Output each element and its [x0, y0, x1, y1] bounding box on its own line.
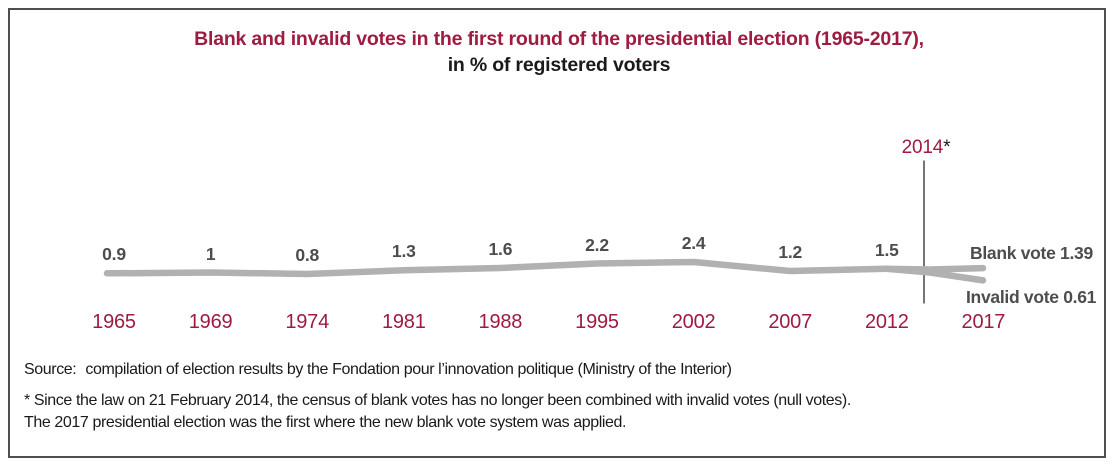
- value-label-1974: 0.8: [295, 245, 320, 265]
- chart-subtitle: in % of registered voters: [447, 54, 671, 76]
- year-label-2012: 2012: [864, 311, 909, 333]
- value-label-2007: 1.2: [778, 242, 803, 262]
- source-text: compilation of election results by the F…: [85, 361, 732, 378]
- year-label-2002: 2002: [671, 311, 716, 333]
- source-label: Source:: [24, 361, 77, 378]
- year-label-1995: 1995: [575, 311, 619, 333]
- footnote-line1: * Since the law on 21 February 2014, the…: [24, 392, 851, 409]
- blank-vote-end-label: Blank vote 1.39: [970, 243, 1093, 263]
- year-label-1965: 1965: [92, 311, 136, 333]
- value-label-1965: 0.9: [102, 244, 126, 265]
- chart-title: Blank and invalid votes in the first rou…: [194, 28, 924, 50]
- year-label-2017: 2017: [961, 311, 1006, 333]
- annotation-year-text: 2014: [901, 137, 944, 158]
- year-label-1974: 1974: [285, 311, 330, 333]
- value-label-2012: 1.5: [874, 239, 899, 260]
- footnote: * Since the law on 21 February 2014, the…: [24, 390, 1084, 434]
- value-label-1981: 1.3: [391, 241, 416, 262]
- invalid-vote-end-label: Invalid vote 0.61: [966, 287, 1097, 307]
- annotation-asterisk: *: [943, 137, 951, 158]
- source-note: Source: compilation of election results b…: [24, 361, 1084, 379]
- value-label-1995: 2.2: [585, 234, 609, 255]
- year-label-2007: 2007: [768, 311, 813, 333]
- value-label-1988: 1.6: [488, 239, 513, 259]
- value-label-1969: 1: [205, 243, 216, 264]
- invalid-vote-line: [883, 265, 987, 284]
- combined-votes-line: [103, 258, 891, 278]
- title-block: Blank and invalid votes in the first rou…: [0, 26, 1118, 78]
- footnote-line2: The 2017 presidential election was the f…: [24, 414, 627, 431]
- year-label-1988: 1988: [478, 311, 523, 333]
- value-label-2002: 2.4: [681, 233, 706, 253]
- year-label-1981: 1981: [381, 311, 426, 333]
- year-label-1969: 1969: [188, 311, 233, 333]
- annotation-2014: 2014*: [876, 137, 976, 159]
